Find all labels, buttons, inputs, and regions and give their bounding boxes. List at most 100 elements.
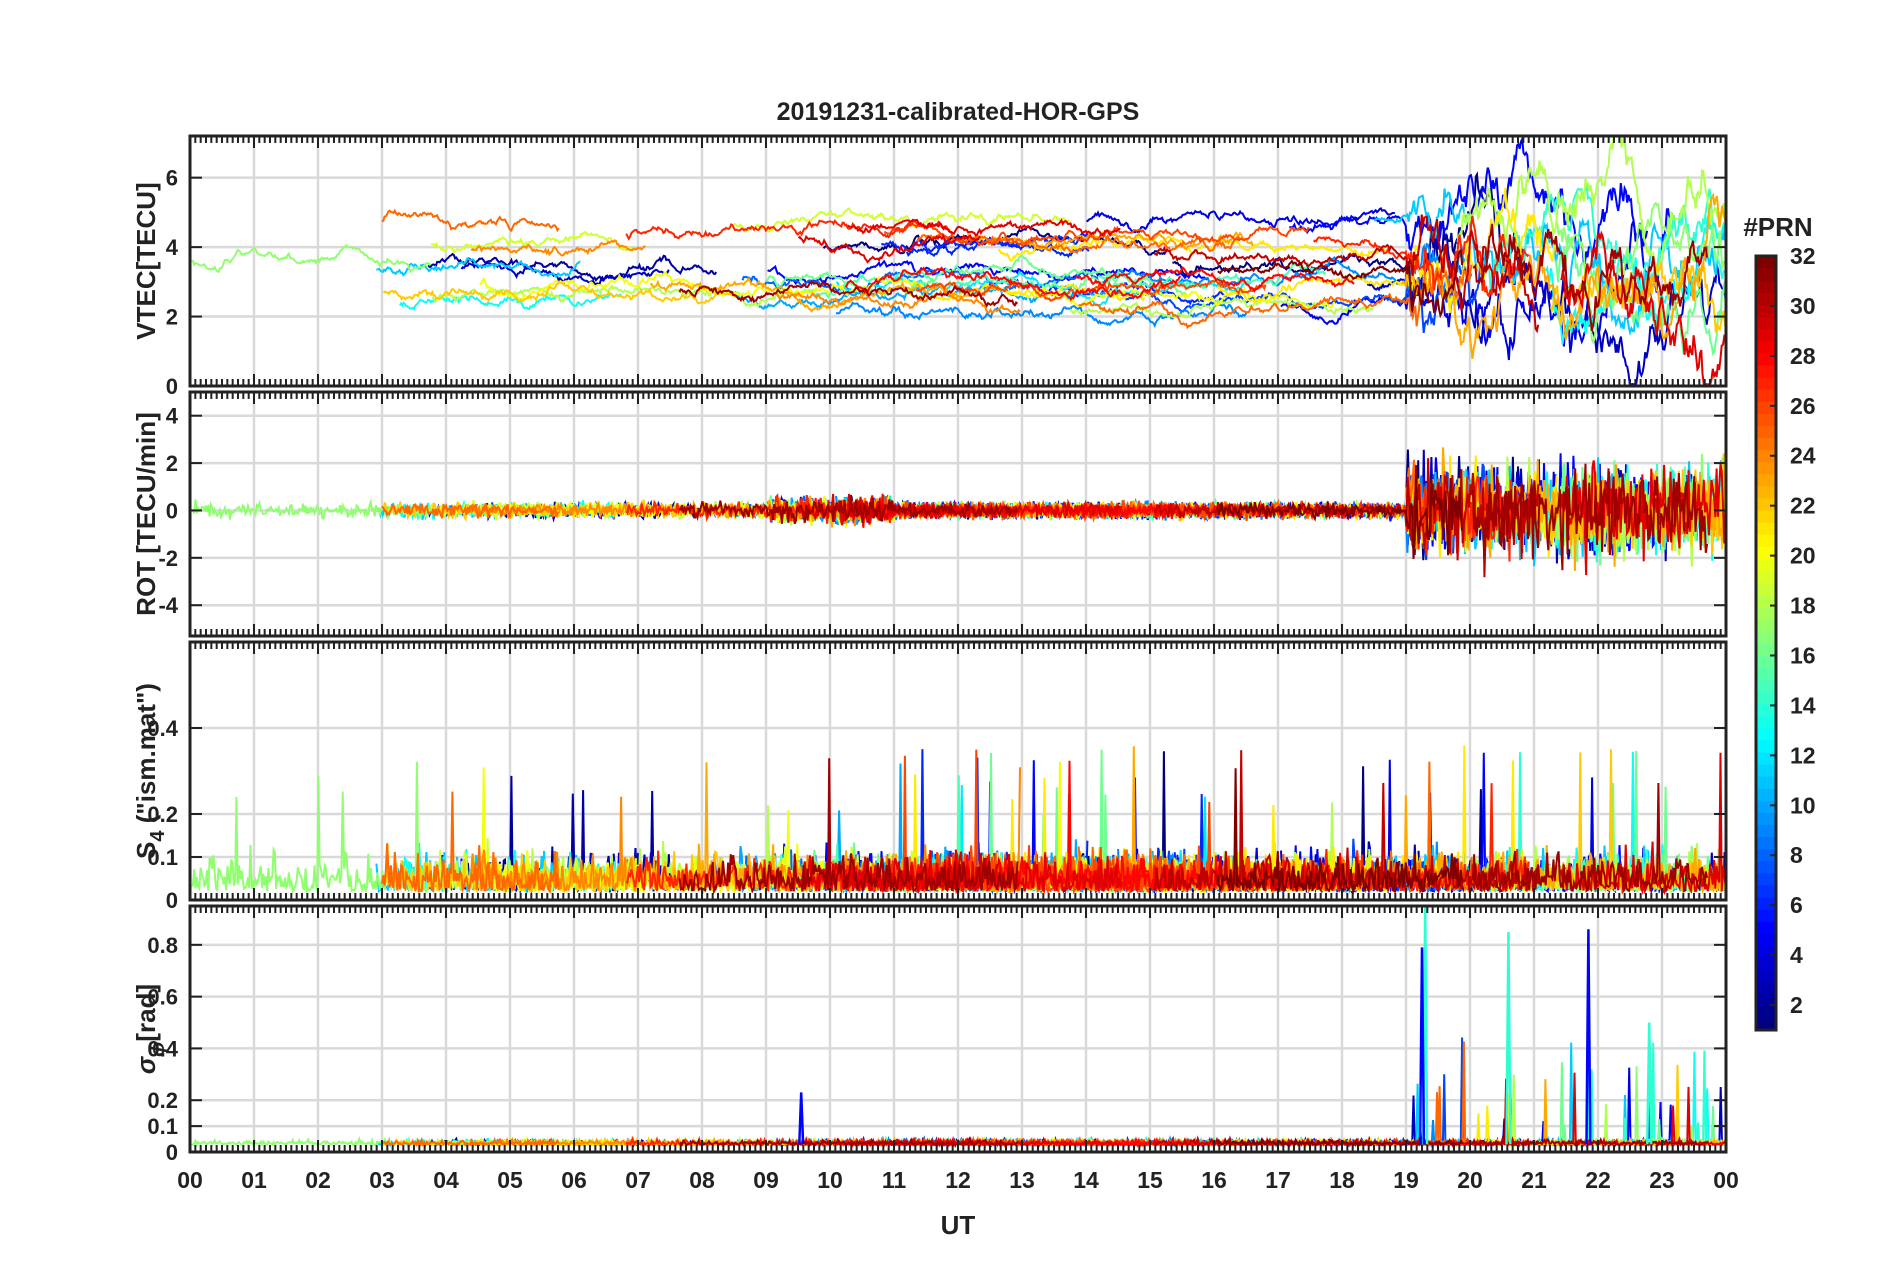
trace-prn-23 [1401,192,1726,359]
colorbar-swatch [1756,655,1776,668]
colorbar-swatch [1756,751,1776,765]
colorbar-title: #PRN [1743,212,1812,242]
colorbar-tick-label: 4 [1790,942,1803,968]
colorbar-tick-label: 12 [1790,742,1816,768]
colorbar-swatch [1756,1017,1776,1031]
colorbar-swatch [1756,364,1776,378]
colorbar-tick-label: 24 [1790,443,1816,469]
colorbar-swatch [1756,328,1776,342]
colorbar-swatch [1756,558,1776,572]
colorbar-swatch [1756,1005,1776,1019]
colorbar-swatch [1756,522,1776,535]
trace-prn-25 [1078,260,1473,330]
x-tick-label: 07 [625,1167,651,1193]
colorbar-swatch [1756,788,1776,801]
colorbar-swatch [1756,389,1776,402]
colorbar-tick-label: 10 [1790,792,1816,818]
x-tick-label: 01 [241,1167,267,1193]
trace-prn-31 [1471,463,1709,571]
trace-prn-31 [678,758,1019,895]
colorbar-swatch [1756,485,1776,499]
y-tick-label: 0.1 [147,1114,178,1139]
trace-prn-27 [625,219,954,241]
colorbar-swatch [1756,715,1776,729]
trace-prn-17 [191,761,432,895]
x-tick-label: 18 [1329,1167,1355,1193]
colorbar-swatch [1756,340,1776,354]
colorbar-swatch [1756,739,1776,753]
colorbar-swatch [1756,304,1776,318]
sigma-phi-spike [1646,1022,1653,1145]
x-tick-label: 11 [882,1167,907,1193]
trace-prn-5 [1288,1070,1673,1148]
traces-vtec [191,136,1726,386]
trace-prn-25 [381,1136,560,1148]
colorbar-swatch [1756,812,1776,826]
x-tick-label: 06 [561,1167,587,1193]
colorbar-swatch [1756,691,1776,705]
y-tick-label: -4 [158,593,178,618]
x-tick-label: 23 [1649,1167,1675,1193]
colorbar-swatch [1756,268,1776,281]
colorbar-swatch [1756,618,1776,632]
trace-prn-2 [427,252,718,282]
x-tick-label: 00 [177,1167,203,1193]
colorbar-swatch [1756,957,1776,971]
colorbar-swatch [1756,449,1776,463]
trace-prn-19 [733,207,1071,233]
trace-prn-11 [376,256,581,278]
colorbar-swatch [1756,945,1776,959]
colorbar-swatch [1756,993,1776,1007]
colorbar-tick-label: 14 [1790,692,1816,718]
trace-prn-28 [1074,266,1355,293]
colorbar-swatch [1756,643,1776,656]
colorbar-swatch [1756,630,1776,644]
colorbar-swatch [1756,824,1776,838]
trace-prn-22 [382,280,736,305]
trace-prn-29 [846,852,1122,895]
colorbar-tick-label: 6 [1790,892,1803,918]
trace-prn-21 [1217,187,1558,313]
traces-s4 [191,745,1726,896]
y-tick-label: 4 [166,235,179,260]
colorbar-swatch [1756,425,1776,439]
colorbar-swatch [1756,727,1776,741]
colorbar-tick-label: 20 [1790,543,1816,569]
trace-prn-31 [1471,782,1709,894]
colorbar-swatch [1756,437,1776,451]
chart-title: 20191231-calibrated-HOR-GPS [777,98,1140,126]
trace-prn-29 [1559,1072,1726,1148]
colorbar-swatch [1756,352,1776,366]
y-axis-label-vtec: VTEC[TECU] [131,182,161,339]
colorbar-tick-label: 26 [1790,393,1816,419]
sigma-phi-spike [1418,947,1426,1145]
sigma-phi-spike [798,1092,805,1145]
trace-prn-31 [678,280,1019,308]
colorbar-swatch [1756,473,1776,487]
x-tick-label: 22 [1585,1167,1611,1193]
y-tick-label: 0.4 [147,716,178,741]
trace-prn-32 [1217,248,1464,319]
y-tick-label: 0.1 [147,845,178,870]
colorbar-swatch [1756,860,1776,874]
y-tick-label: 4 [166,404,179,429]
colorbar-swatch [1756,909,1776,922]
y-axis-label-sigma_phi: σϕ[rad] [131,984,169,1074]
colorbar-swatch [1756,933,1776,946]
y-tick-label: 2 [166,451,178,476]
trace-prn-18 [1456,136,1726,276]
trace-prn-6 [906,238,1090,259]
trace-prn-28 [844,266,1182,302]
y-tick-label: 0.2 [147,802,178,827]
x-tick-label: 03 [369,1167,395,1193]
y-tick-label: 0.6 [147,985,178,1010]
colorbar-swatch [1756,667,1776,680]
y-tick-label: 0 [166,374,178,399]
trace-prn-24 [775,289,1021,314]
colorbar-swatch [1756,872,1776,886]
trace-prn-29 [1559,752,1726,896]
colorbar-swatch [1756,763,1776,777]
trace-prn-20 [479,271,926,301]
x-tick-label: 04 [433,1167,459,1193]
